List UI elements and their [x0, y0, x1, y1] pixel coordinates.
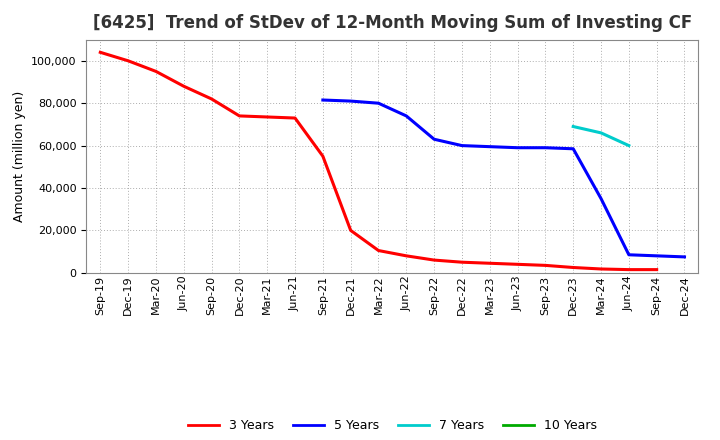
- Title: [6425]  Trend of StDev of 12-Month Moving Sum of Investing CF: [6425] Trend of StDev of 12-Month Moving…: [93, 15, 692, 33]
- Legend: 3 Years, 5 Years, 7 Years, 10 Years: 3 Years, 5 Years, 7 Years, 10 Years: [183, 414, 602, 437]
- Y-axis label: Amount (million yen): Amount (million yen): [13, 91, 26, 222]
